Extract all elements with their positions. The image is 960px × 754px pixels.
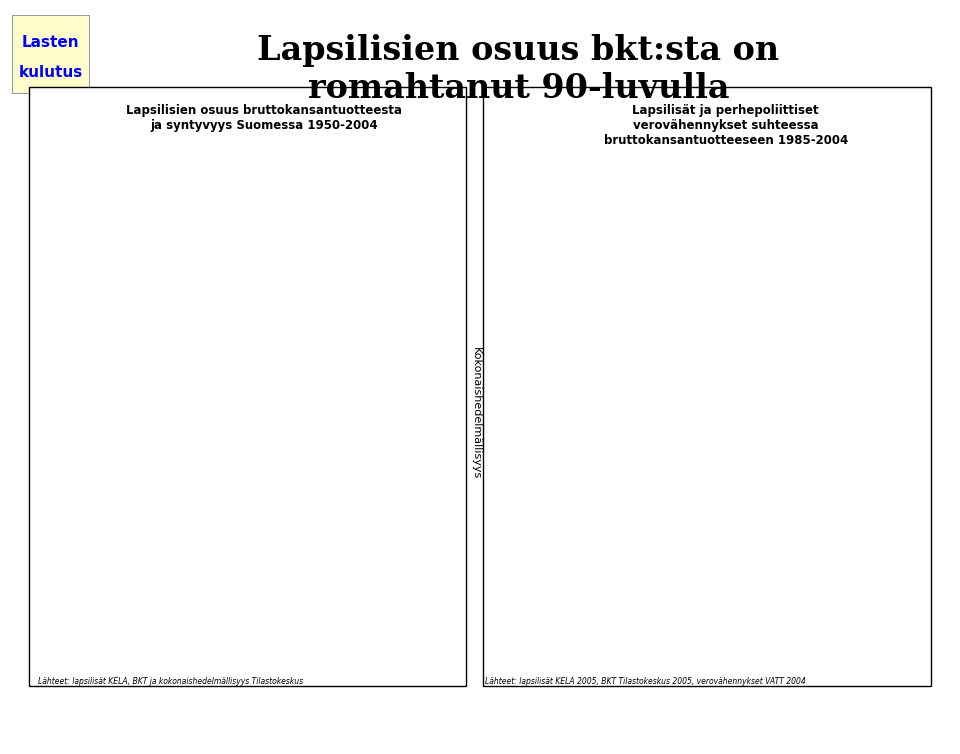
Bar bbox=[625, 312, 638, 476]
Text: Lapsilisäleikkaus 1995: Lapsilisäleikkaus 1995 bbox=[724, 477, 842, 486]
Y-axis label: LL/BKT, promillea: LL/BKT, promillea bbox=[46, 365, 56, 461]
Text: Viimeisin indeksitarkistus 1991: Viimeisin indeksitarkistus 1991 bbox=[611, 618, 775, 628]
Bar bbox=[712, 225, 725, 379]
Text: Lapsilisien osuus bruttokansantuotteesta
ja syntyvyys Suomessa 1950-2004: Lapsilisien osuus bruttokansantuotteesta… bbox=[126, 104, 402, 132]
Text: Lähteet: lapsilisät KELA, BKT ja kokonaishedelmällisyys Tilastokeskus: Lähteet: lapsilisät KELA, BKT ja kokonai… bbox=[38, 677, 303, 686]
Bar bbox=[747, 292, 759, 637]
Bar bbox=[642, 471, 656, 637]
Text: kulutus: kulutus bbox=[19, 65, 83, 80]
Bar bbox=[868, 424, 881, 637]
Text: Lapsilisien
osuus
BKT:sta,
promillea: Lapsilisien osuus BKT:sta, promillea bbox=[133, 535, 188, 580]
Y-axis label: promillea bkt:sta: promillea bkt:sta bbox=[513, 366, 522, 460]
Bar bbox=[678, 225, 690, 384]
Bar bbox=[816, 377, 829, 637]
Bar bbox=[695, 421, 708, 637]
Text: Lähteet: lapsilisät KELA 2005, BKT Tilastokeskus 2005, verovähennykset VATT 2004: Lähteet: lapsilisät KELA 2005, BKT Tilas… bbox=[485, 677, 805, 686]
Text: Lapsilisiä
korotettiin 1994
kompensaationa
verovähennysten
poistolle: Lapsilisiä korotettiin 1994 kompensaatio… bbox=[355, 435, 445, 559]
Bar bbox=[590, 301, 604, 485]
Bar bbox=[660, 382, 673, 637]
Bar bbox=[833, 402, 847, 637]
Bar bbox=[885, 424, 899, 637]
Bar bbox=[556, 471, 569, 637]
Bar bbox=[764, 317, 777, 637]
Bar bbox=[556, 323, 569, 471]
Bar bbox=[608, 314, 621, 480]
Text: Lapsilisät ja perhepoliittiset
verovähennykset suhteessa
bruttokansantuotteeseen: Lapsilisät ja perhepoliittiset verovähen… bbox=[604, 104, 848, 147]
Y-axis label: Kokonaishedelmällisyys: Kokonaishedelmällisyys bbox=[471, 347, 481, 479]
Bar bbox=[712, 379, 725, 637]
Text: Perhetukileikkaus 1994
- verovähennykset poistettiin
- lapsilisiä korotettiin: Perhetukileikkaus 1994 - verovähennykset… bbox=[724, 521, 876, 554]
Bar bbox=[573, 476, 587, 637]
Bar bbox=[660, 188, 673, 382]
Bar bbox=[625, 476, 638, 637]
Bar bbox=[799, 368, 812, 637]
Text: Lapsilisien osuus bkt:sta on
romahtanut 90-luvulla: Lapsilisien osuus bkt:sta on romahtanut … bbox=[257, 34, 780, 105]
Text: Kokonaishedelmällisyys: Kokonaishedelmällisyys bbox=[174, 244, 327, 308]
Bar bbox=[851, 409, 864, 637]
Bar bbox=[695, 225, 708, 421]
Bar bbox=[781, 343, 795, 637]
Text: Lasten: Lasten bbox=[22, 35, 80, 51]
Bar bbox=[573, 314, 587, 476]
Bar bbox=[608, 480, 621, 637]
Bar bbox=[590, 485, 604, 637]
Bar bbox=[642, 249, 656, 471]
Bar bbox=[678, 384, 690, 637]
Bar bbox=[730, 244, 742, 637]
Legend: Verovähennykset / BKT, Lapsilisät / BKT: Verovähennykset / BKT, Lapsilisät / BKT bbox=[745, 194, 898, 228]
